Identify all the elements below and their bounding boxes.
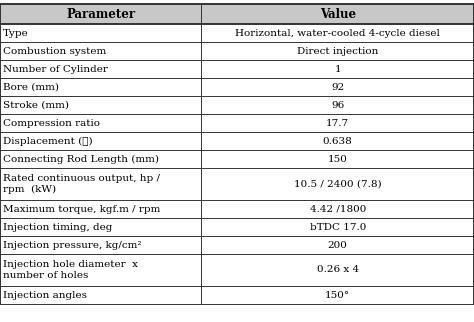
Bar: [0, 114, 474, 132]
Bar: [0, 168, 474, 200]
Bar: [0, 254, 474, 286]
Text: Injection pressure, kg/cm²: Injection pressure, kg/cm²: [3, 241, 142, 250]
Text: Injection angles: Injection angles: [3, 290, 87, 299]
Text: 4.42 /1800: 4.42 /1800: [310, 204, 366, 213]
Text: Type: Type: [3, 29, 29, 37]
Text: Horizontal, water-cooled 4-cycle diesel: Horizontal, water-cooled 4-cycle diesel: [235, 29, 440, 37]
Text: Direct injection: Direct injection: [297, 46, 378, 55]
Text: Bore (mm): Bore (mm): [3, 82, 59, 91]
Text: Injection timing, deg: Injection timing, deg: [3, 223, 112, 232]
Text: 17.7: 17.7: [326, 118, 349, 128]
Text: Maximum torque, kgf.m / rpm: Maximum torque, kgf.m / rpm: [3, 204, 160, 213]
Bar: [0, 132, 474, 150]
Text: 150°: 150°: [325, 290, 350, 299]
Text: Combustion system: Combustion system: [3, 46, 106, 55]
Text: Displacement (ℓ): Displacement (ℓ): [3, 137, 92, 146]
Bar: [0, 42, 474, 60]
Text: Number of Cylinder: Number of Cylinder: [3, 64, 108, 73]
Bar: [0, 96, 474, 114]
Text: 1: 1: [335, 64, 341, 73]
Bar: [0, 200, 474, 218]
Text: Injection hole diameter  x
number of holes: Injection hole diameter x number of hole…: [3, 260, 138, 280]
Bar: [0, 218, 474, 236]
Text: 96: 96: [331, 100, 344, 109]
Bar: [0, 286, 474, 304]
Text: Stroke (mm): Stroke (mm): [3, 100, 69, 109]
Bar: [0, 236, 474, 254]
Text: Compression ratio: Compression ratio: [3, 118, 100, 128]
Text: 0.638: 0.638: [323, 137, 353, 146]
Bar: [0, 78, 474, 96]
Text: 10.5 / 2400 (7.8): 10.5 / 2400 (7.8): [294, 179, 382, 188]
Text: Parameter: Parameter: [66, 7, 135, 21]
Text: 0.26 x 4: 0.26 x 4: [317, 266, 359, 274]
Bar: [0, 24, 474, 42]
Text: 200: 200: [328, 241, 347, 250]
Text: 92: 92: [331, 82, 344, 91]
Text: 150: 150: [328, 155, 347, 164]
Text: Connecting Rod Length (mm): Connecting Rod Length (mm): [3, 155, 159, 164]
Text: bTDC 17.0: bTDC 17.0: [310, 223, 366, 232]
Text: Value: Value: [319, 7, 356, 21]
Bar: [0, 60, 474, 78]
Text: Rated continuous output, hp /
rpm  (kW): Rated continuous output, hp / rpm (kW): [3, 174, 160, 194]
Bar: [0, 150, 474, 168]
Bar: [0, 4, 474, 24]
